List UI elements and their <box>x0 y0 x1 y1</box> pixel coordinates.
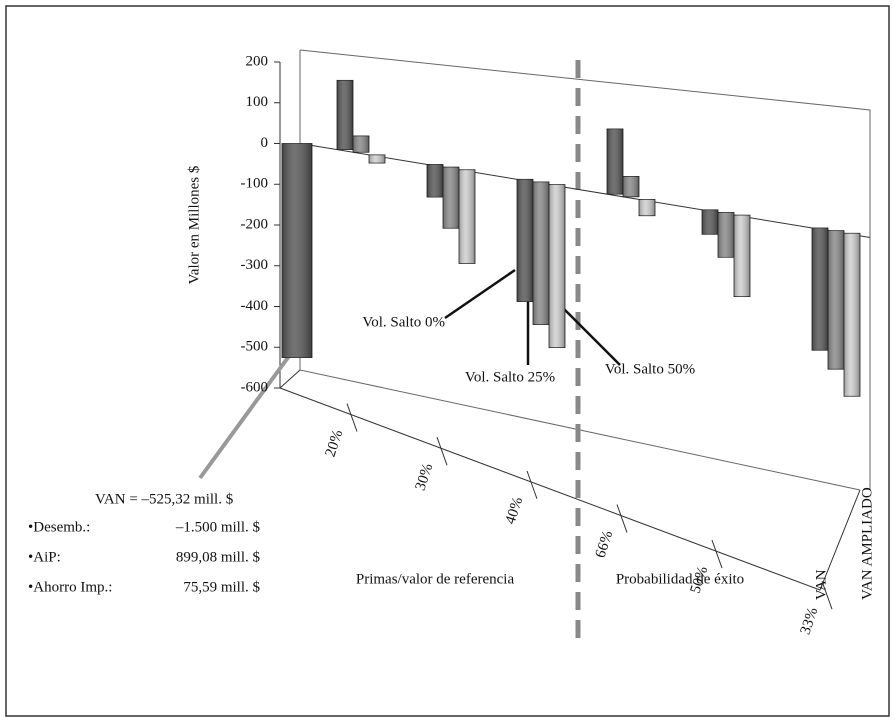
note-label: •AiP: <box>28 549 61 565</box>
bar-shade <box>702 209 718 235</box>
series-label: Vol. Salto 25% <box>465 369 555 385</box>
x-tick-label: 20% <box>323 428 347 459</box>
bar-shade <box>607 128 623 195</box>
series-label: Vol. Salto 50% <box>605 361 695 377</box>
frame <box>5 5 890 717</box>
y-tick-label: -100 <box>241 176 269 192</box>
bar-shade <box>718 212 734 258</box>
y-tick-label: -200 <box>241 216 269 232</box>
zero-line <box>299 143 871 239</box>
bar-shade <box>517 179 533 302</box>
bar-shade <box>623 176 639 197</box>
y-tick-label: 100 <box>246 94 269 110</box>
note-value: –1.500 mill. $ <box>175 519 261 535</box>
series-label: Vol. Salto 0% <box>362 314 445 330</box>
note-pointer <box>198 350 294 480</box>
bar-shade <box>427 164 443 198</box>
x-tick-label: 33% <box>798 605 822 636</box>
floor-side <box>279 369 301 389</box>
bar-shade <box>734 215 750 297</box>
x-tick <box>616 504 628 533</box>
bar-shade <box>639 199 655 216</box>
y-tick-label: 200 <box>246 53 269 69</box>
bar-shade <box>828 230 844 370</box>
bar-shade <box>353 135 369 153</box>
x-tick-label: 40% <box>503 495 527 526</box>
bar-shade <box>459 169 475 264</box>
bar-shade <box>282 143 312 358</box>
group-label: Primas/valor de referencia <box>356 571 515 587</box>
bar-shade <box>337 80 353 150</box>
y-tick-label: -600 <box>241 379 269 395</box>
bar-shade <box>812 227 828 351</box>
x-tick <box>711 539 723 569</box>
x-tick <box>346 403 358 432</box>
note-value: 75,59 mill. $ <box>183 579 260 595</box>
x-tick-label: 66% <box>593 529 617 560</box>
bar-shade <box>844 233 860 397</box>
x-tick-label: 30% <box>413 462 437 493</box>
back-wall-top <box>299 49 871 490</box>
bar-shade <box>549 184 565 348</box>
x-tick-label: 50% <box>688 564 712 595</box>
y-tick-label: -300 <box>241 257 269 273</box>
note-label: •Ahorro Imp.: <box>28 579 112 595</box>
x-tick <box>821 581 833 610</box>
y-tick-label: -400 <box>241 298 269 314</box>
note-value: 899,08 mill. $ <box>176 549 261 565</box>
arrows <box>444 268 621 366</box>
floor-front <box>279 387 861 591</box>
group-label: Probabilidad de éxito <box>616 571 744 587</box>
x-tick <box>436 437 448 466</box>
depth-label: VAN AMPLIADO <box>859 487 875 600</box>
note-label: •Desemb.: <box>28 519 90 535</box>
note-title: VAN = –525,32 mill. $ <box>95 491 234 507</box>
bar-shade <box>443 167 459 229</box>
y-tick-label: 0 <box>261 135 269 151</box>
x-tick <box>526 470 538 500</box>
y-axis-label: Valor en Millones $ <box>186 165 202 284</box>
bar-shade <box>533 181 549 325</box>
bar-shade <box>369 154 385 164</box>
y-tick-label: -500 <box>241 339 269 355</box>
